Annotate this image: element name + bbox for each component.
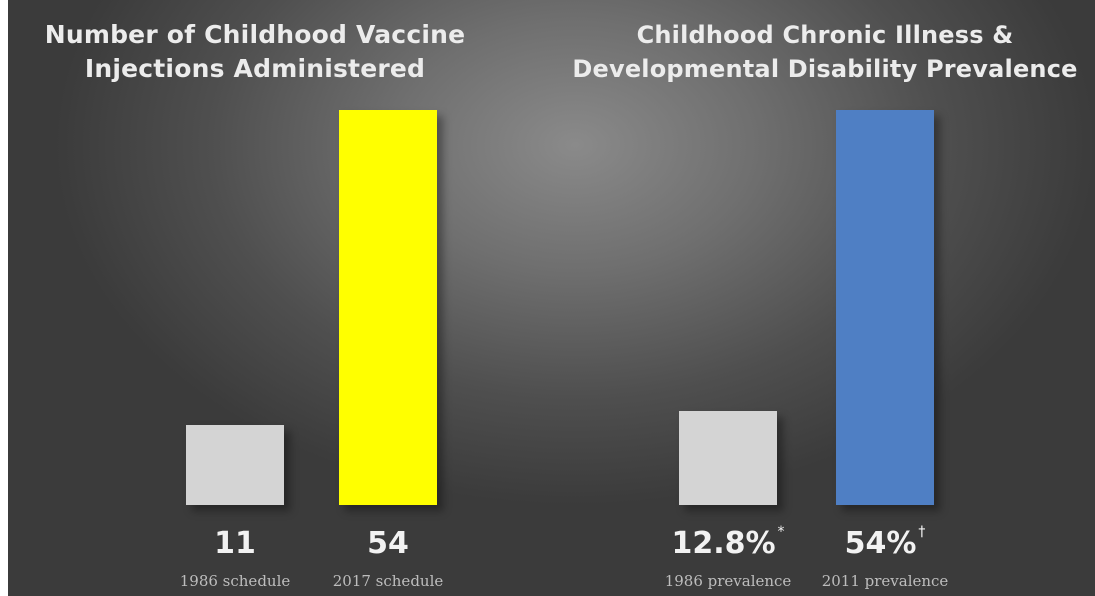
footnote-marker: * [777, 524, 785, 540]
data-label: 12.8% * [648, 524, 808, 561]
chronic-illness-chart: Childhood Chronic Illness & Developmenta… [545, 0, 1095, 596]
data-label-value: 11 [214, 526, 256, 561]
data-label: 54 [308, 526, 468, 561]
chart-title-line-2: Injections Administered [84, 54, 426, 83]
data-label: 54% † [805, 524, 965, 561]
category-label: 2011 prevalence [821, 572, 949, 590]
category-label: 1986 schedule [179, 572, 291, 590]
data-label: 11 [155, 526, 315, 561]
vaccine-injections-chart: Number of Childhood Vaccine Injections A… [0, 0, 545, 596]
data-label-value: 12.8% [671, 526, 776, 561]
chart-title-line-1: Number of Childhood Vaccine [44, 20, 466, 49]
bar-1986-prevalence [679, 411, 777, 505]
data-label-value: 54% [844, 526, 917, 561]
left-frame-border [0, 0, 8, 596]
footnote-marker: † [918, 524, 926, 540]
bar-2011-prevalence [836, 110, 934, 505]
chart-title-line-1: Childhood Chronic Illness & [636, 21, 1014, 49]
category-label: 1986 prevalence [664, 572, 792, 590]
plot-area: 11 1986 schedule 54 2017 schedule [0, 0, 545, 596]
plot-area: 12.8% * 1986 prevalence 54% † 2011 prevalence [545, 0, 1095, 596]
bar-2017-schedule [339, 110, 437, 505]
chart-title-line-2: Developmental Disability Prevalence [572, 55, 1078, 83]
chart-title: Number of Childhood Vaccine Injections A… [20, 18, 490, 86]
chart-title: Childhood Chronic Illness & Developmenta… [545, 18, 1095, 86]
category-label: 2017 schedule [332, 572, 444, 590]
data-label-value: 54 [367, 526, 409, 561]
bar-1986-schedule [186, 425, 284, 505]
